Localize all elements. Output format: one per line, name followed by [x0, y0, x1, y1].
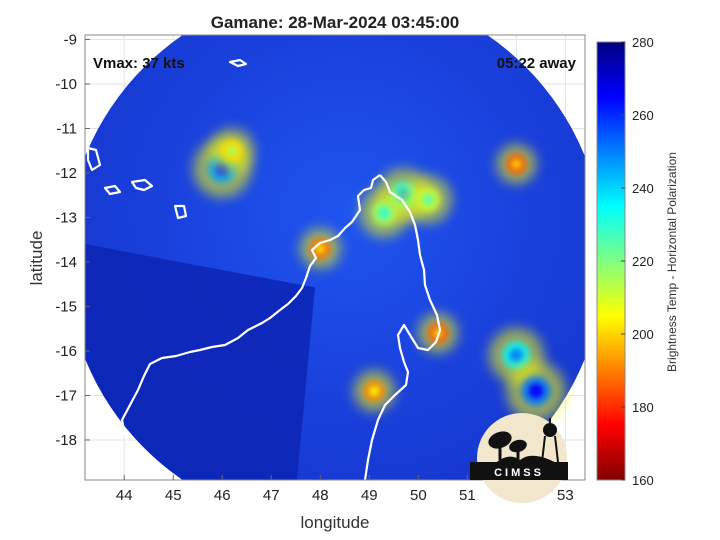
small-islet-3	[173, 204, 188, 220]
y-tick-label: -14	[55, 254, 77, 271]
vmax-label: Vmax: 37 kts	[93, 55, 185, 72]
colorbar-tick-label: 260	[632, 108, 654, 123]
coastlines	[86, 58, 442, 480]
y-tick-label: -11	[56, 120, 77, 137]
time-away-label: 05:22 away	[497, 55, 577, 72]
x-tick-label: 48	[312, 487, 329, 504]
y-tick-label: -9	[64, 31, 77, 48]
convection-core	[378, 207, 390, 219]
x-tick-label: 45	[165, 487, 182, 504]
x-axis-label: longitude	[300, 513, 369, 532]
plot-frame	[84, 34, 586, 481]
y-tick-label: -12	[55, 165, 77, 182]
x-tick-label: 46	[214, 487, 231, 504]
y-axis-ticks: -9 -10 -11 -12 -13 -14 -15 -16 -17 -18	[55, 31, 90, 449]
y-tick-label: -16	[55, 343, 77, 360]
small-islet-2	[130, 178, 154, 192]
water-tower-icon	[543, 423, 557, 437]
x-tick-label: 47	[263, 487, 280, 504]
north-islet	[228, 58, 248, 68]
convection-core	[369, 386, 380, 396]
west-islet	[86, 146, 102, 172]
y-tick-label: -17	[55, 387, 77, 404]
y-tick-label: -15	[55, 298, 77, 315]
y-tick-label: -18	[55, 432, 77, 449]
convection-core	[528, 383, 544, 399]
colorbar-tick-label: 280	[632, 35, 654, 50]
colorbar-tick-label: 240	[632, 181, 654, 196]
colorbar-tick-label: 200	[632, 327, 654, 342]
imagery-swath	[85, 35, 585, 480]
convection-cells	[193, 128, 566, 421]
convection-core	[226, 145, 238, 156]
x-tick-label: 51	[459, 487, 476, 504]
convection-core	[422, 193, 434, 206]
x-tick-label: 50	[410, 487, 427, 504]
x-tick-label: 49	[361, 487, 378, 504]
colorbar: 280 260 240 220 200 180 160 Brightness Temp - …	[596, 35, 679, 488]
convection-core	[509, 348, 524, 363]
dish-icon	[509, 439, 527, 453]
x-tick-label: 53	[557, 487, 574, 504]
cimss-logo: CIMSS	[470, 413, 568, 503]
y-axis-label: latitude	[27, 231, 46, 286]
convection-core	[511, 159, 522, 169]
colorbar-tick-label: 160	[632, 473, 654, 488]
logo-text: CIMSS	[494, 467, 544, 479]
small-islet-1	[103, 184, 122, 196]
madagascar-west-coast	[120, 174, 381, 480]
chart-title: Gamane: 28-Mar-2024 03:45:00	[210, 13, 460, 32]
cold-sector	[85, 244, 315, 480]
colorbar-tick-label: 180	[632, 400, 654, 415]
x-tick-label: 44	[116, 487, 133, 504]
colorbar-ticks: 280 260 240 220 200 180 160	[621, 35, 654, 488]
y-tick-label: -10	[55, 76, 77, 93]
y-tick-label: -13	[55, 209, 77, 226]
madagascar-coast	[363, 174, 442, 480]
colorbar-label: Brightness Temp - Horizontal Polarizatio…	[665, 152, 679, 372]
x-axis-ticks: 44454647484950515253	[116, 475, 574, 504]
colorbar-tick-label: 220	[632, 254, 654, 269]
colorbar-gradient	[596, 41, 626, 481]
dish-icon	[488, 431, 512, 449]
logo-banner	[470, 462, 568, 480]
